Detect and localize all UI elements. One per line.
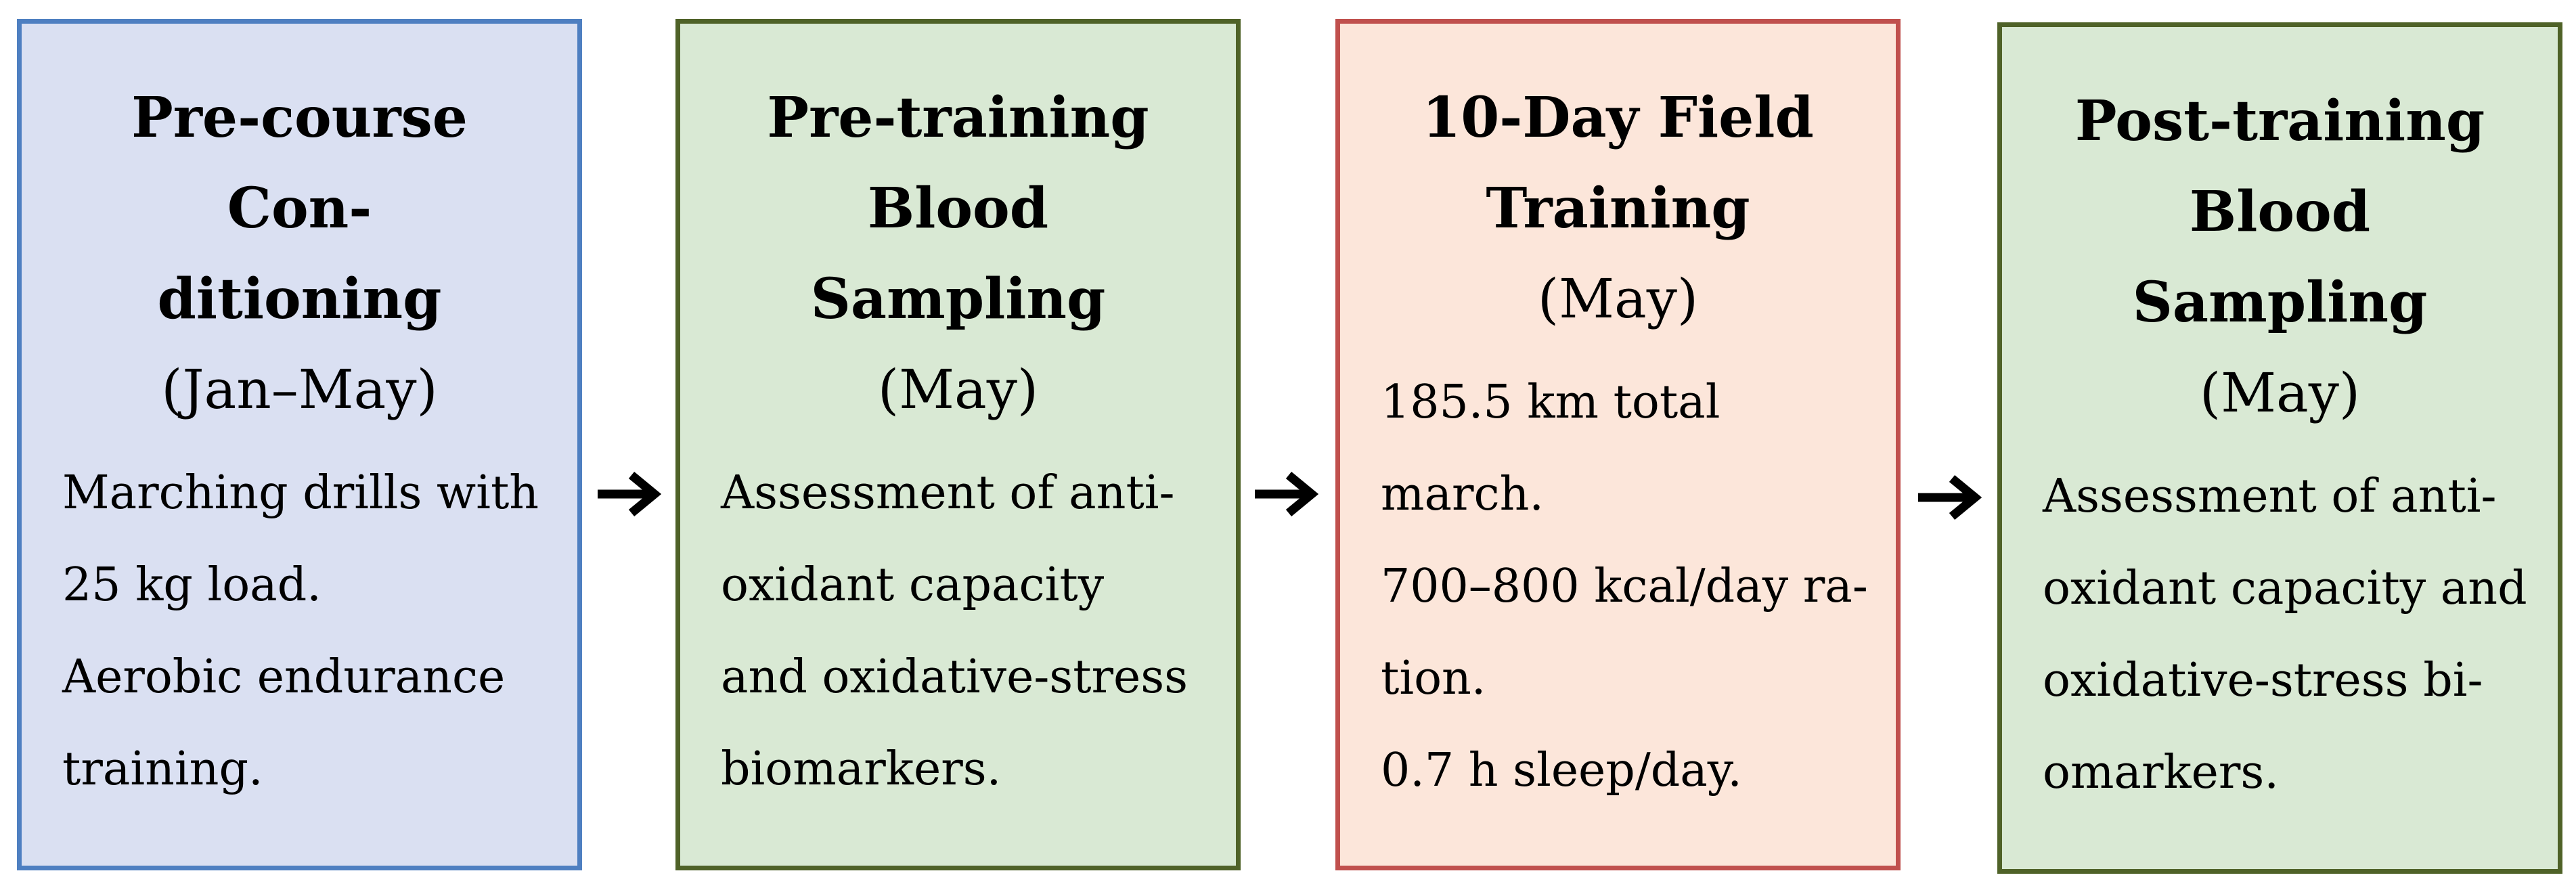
step-title: Post-training Blood Sampling bbox=[2074, 89, 2485, 335]
step-period: (May) bbox=[877, 358, 1039, 421]
step-description-line: Marching drills with bbox=[62, 466, 539, 520]
step-description-line: Assessment of anti- bbox=[2043, 470, 2497, 523]
step-box-pre-course-conditioning: Pre-course Con- ditioning (Jan–May) Marc… bbox=[17, 19, 582, 870]
step-box-pre-training-blood-sampling: Pre-training Blood Sampling (May) Assess… bbox=[675, 19, 1241, 870]
step-period: (Jan–May) bbox=[161, 358, 438, 421]
right-arrow-icon bbox=[1918, 474, 1982, 520]
step-description-line: Assessment of anti- bbox=[721, 466, 1175, 520]
step-description-line: march. bbox=[1381, 468, 1545, 521]
step-description-line: omarkers. bbox=[2043, 746, 2279, 799]
right-arrow-icon bbox=[1255, 471, 1318, 517]
step-description: Marching drills with 25 kg load. Aerobic… bbox=[62, 447, 539, 816]
step-title: Pre-course Con- ditioning bbox=[131, 85, 468, 332]
step-description-line: 0.7 h sleep/day. bbox=[1381, 744, 1742, 797]
step-description-line: 700–800 kcal/day ra- bbox=[1381, 560, 1868, 613]
step-period: (May) bbox=[1537, 267, 1699, 330]
step-description-line: oxidative-stress bi- bbox=[2043, 654, 2483, 707]
step-period: (May) bbox=[2199, 361, 2361, 424]
step-description-line: and oxidative-stress bbox=[721, 650, 1189, 704]
step-description-line: oxidant capacity bbox=[721, 558, 1105, 612]
step-box-post-training-blood-sampling: Post-training Blood Sampling (May) Asses… bbox=[1997, 22, 2562, 874]
step-description-line: Aerobic endurance bbox=[62, 650, 506, 704]
right-arrow-icon bbox=[598, 471, 661, 517]
step-description-line: oxidant capacity and bbox=[2043, 562, 2527, 615]
step-description: 185.5 km total march. 700–800 kcal/day r… bbox=[1381, 357, 1868, 817]
step-description-line: tion. bbox=[1381, 652, 1486, 705]
step-title: Pre-training Blood Sampling bbox=[767, 85, 1149, 332]
step-description: Assessment of anti- oxidant capacity and… bbox=[721, 447, 1195, 816]
step-description-line: 185.5 km total bbox=[1381, 376, 1720, 429]
step-title: 10-Day Field Training bbox=[1422, 85, 1814, 241]
step-description-line: 25 kg load. bbox=[62, 558, 321, 612]
step-box-10-day-field-training: 10-Day Field Training (May) 185.5 km tot… bbox=[1335, 19, 1901, 870]
step-description: Assessment of anti- oxidant capacity and… bbox=[2043, 451, 2527, 819]
step-description-line: training. bbox=[62, 742, 263, 796]
step-description-line: biomarkers. bbox=[721, 742, 1002, 796]
